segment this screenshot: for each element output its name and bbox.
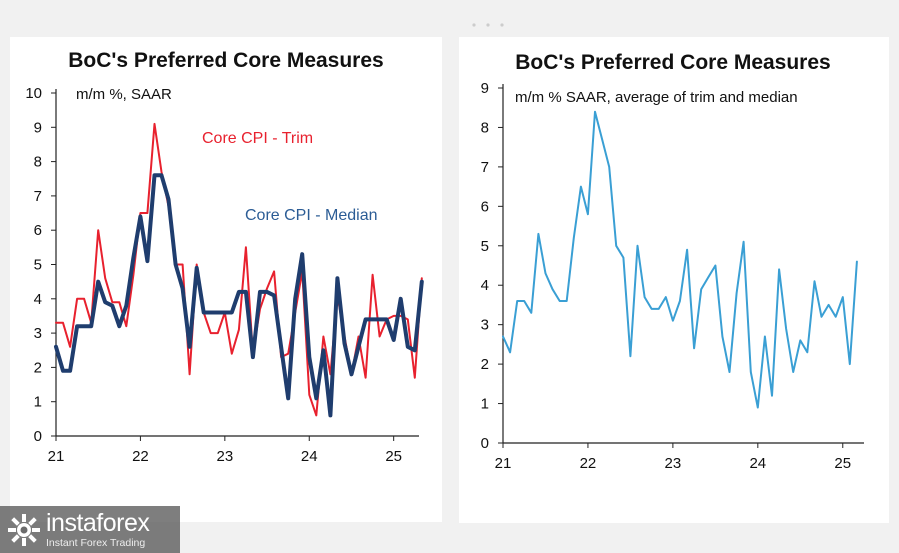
left-y-tick-label: 3 <box>34 325 42 342</box>
right-y-tick-label: 5 <box>481 238 489 255</box>
left-y-tick-label: 7 <box>34 188 42 205</box>
right-y-tick-label: 2 <box>481 356 489 373</box>
right-y-tick-label: 3 <box>481 317 489 334</box>
right-y-tick-label: 0 <box>481 435 489 452</box>
median-series-label: Core CPI - Median <box>245 207 378 224</box>
right-chart-title: BoC's Preferred Core Measures <box>515 51 830 74</box>
left-y-tick-label: 9 <box>34 119 42 136</box>
right-y-tick-label: 8 <box>481 119 489 136</box>
watermark-brand: instaforex <box>46 508 150 537</box>
left-x-tick-label: 23 <box>216 448 233 465</box>
right-chart-series <box>502 110 858 409</box>
right-y-tick-label: 1 <box>481 396 489 413</box>
left-core-cpi-trim-line <box>55 122 423 417</box>
right-y-tick-label: 4 <box>481 277 489 294</box>
right-chart-panel: BoC's Preferred Core Measures m/m % SAAR… <box>459 37 889 523</box>
left-x-tick-label: 24 <box>301 448 318 465</box>
right-chart: BoC's Preferred Core Measures m/m % SAAR… <box>481 51 864 472</box>
right-chart-subtitle: m/m % SAAR, average of trim and median <box>515 89 798 106</box>
left-core-cpi-median-line <box>54 173 424 418</box>
right-y-tick-label: 7 <box>481 159 489 176</box>
left-y-tick-label: 0 <box>34 428 42 445</box>
left-chart-subtitle: m/m %, SAAR <box>76 86 172 103</box>
right-x-tick-label: 21 <box>495 455 512 472</box>
right-x-tick-label: 22 <box>580 455 597 472</box>
right-average-line <box>502 110 858 409</box>
left-chart-title: BoC's Preferred Core Measures <box>68 49 383 72</box>
left-y-tick-label: 1 <box>34 394 42 411</box>
left-y-tick-label: 6 <box>34 222 42 239</box>
left-y-tick-label: 2 <box>34 359 42 376</box>
left-x-tick-label: 25 <box>385 448 402 465</box>
top-decoration-dots <box>472 23 504 27</box>
watermark: instaforex Instant Forex Trading <box>0 506 180 553</box>
right-x-tick-label: 25 <box>834 455 851 472</box>
left-chart-series <box>54 122 424 418</box>
left-chart: BoC's Preferred Core Measures m/m %, SAA… <box>25 49 424 465</box>
left-y-tick-label: 10 <box>25 85 42 102</box>
left-x-tick-label: 22 <box>132 448 149 465</box>
right-y-tick-label: 6 <box>481 198 489 215</box>
instaforex-logo-icon <box>8 513 40 546</box>
right-x-tick-label: 23 <box>665 455 682 472</box>
left-chart-panel: BoC's Preferred Core Measures m/m %, SAA… <box>10 37 442 522</box>
left-y-tick-label: 4 <box>34 291 42 308</box>
watermark-tagline: Instant Forex Trading <box>46 536 146 549</box>
left-y-tick-label: 8 <box>34 154 42 171</box>
right-y-tick-label: 9 <box>481 80 489 97</box>
left-x-tick-label: 21 <box>48 448 65 465</box>
trim-series-label: Core CPI - Trim <box>202 130 313 147</box>
right-x-tick-label: 24 <box>749 455 766 472</box>
left-y-tick-label: 5 <box>34 257 42 274</box>
